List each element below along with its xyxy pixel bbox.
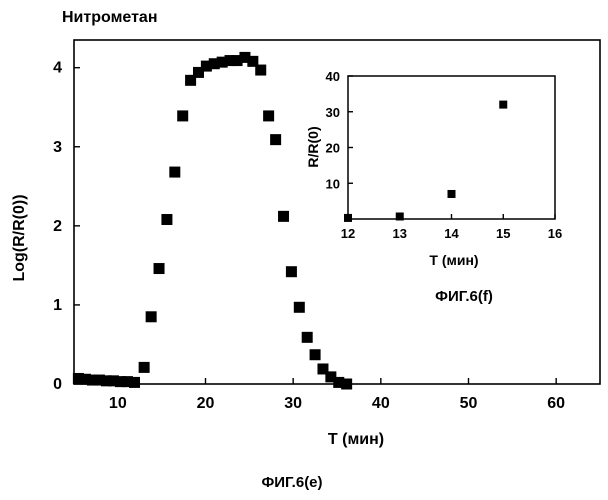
- inset-y-tick-label: 10: [326, 176, 340, 191]
- main-x-tick-label: 20: [197, 395, 215, 412]
- inset-y-tick-label: 20: [326, 141, 340, 156]
- main-data-point: [177, 110, 188, 121]
- inset-x-tick-label: 14: [444, 226, 459, 241]
- main-data-point: [169, 167, 180, 178]
- inset-x-tick-label: 15: [496, 226, 510, 241]
- main-y-tick-label: 3: [53, 139, 62, 156]
- inset-data-point: [344, 214, 352, 222]
- main-x-tick-label: 60: [547, 395, 565, 412]
- inset-x-axis-label: T (мин): [429, 252, 478, 268]
- main-x-tick-label: 10: [109, 395, 127, 412]
- main-x-tick-label: 50: [460, 395, 478, 412]
- y-axis-label: Log(R/R(0)): [11, 194, 28, 281]
- main-data-point: [341, 379, 352, 390]
- main-data-point: [286, 266, 297, 277]
- inset-x-tick-label: 16: [548, 226, 562, 241]
- inset-y-tick-label: 30: [326, 105, 340, 120]
- main-data-point: [263, 110, 274, 121]
- main-data-point: [310, 349, 321, 360]
- main-data-point: [161, 214, 172, 225]
- main-data-point: [302, 332, 313, 343]
- figure-caption-f: ФИГ.6(f): [435, 288, 493, 305]
- main-data-point: [255, 65, 266, 76]
- main-data-point: [129, 377, 140, 388]
- x-axis-label: T (мин): [328, 431, 384, 448]
- inset-data-point: [499, 101, 507, 109]
- inset-y-tick-label: 40: [326, 69, 340, 84]
- main-x-tick-label: 30: [284, 395, 302, 412]
- main-data-point: [278, 211, 289, 222]
- chart-title: Нитрометан: [62, 9, 157, 26]
- figure-caption-e: ФИГ.6(е): [261, 474, 322, 491]
- main-data-points: [73, 52, 352, 390]
- main-y-tick-label: 0: [53, 376, 62, 393]
- inset-data-point: [448, 190, 456, 198]
- main-y-tick-label: 4: [53, 60, 62, 77]
- main-data-point: [146, 311, 157, 322]
- main-data-point: [294, 302, 305, 313]
- main-data-point: [270, 134, 281, 145]
- main-y-tick-label: 1: [53, 297, 62, 314]
- main-y-tick-label: 2: [53, 218, 62, 235]
- main-x-tick-label: 40: [372, 395, 390, 412]
- main-data-point: [154, 263, 165, 274]
- inset-x-tick-label: 13: [393, 226, 407, 241]
- inset-y-axis-label: R/R(0): [305, 126, 321, 167]
- main-data-point: [139, 362, 150, 373]
- inset-x-tick-label: 12: [341, 226, 355, 241]
- inset-data-point: [396, 212, 404, 220]
